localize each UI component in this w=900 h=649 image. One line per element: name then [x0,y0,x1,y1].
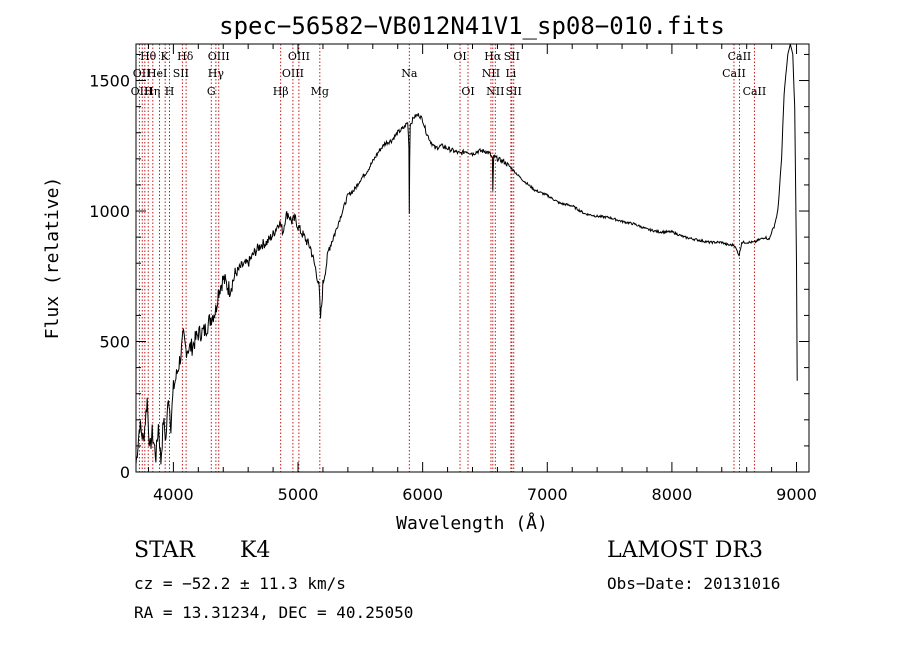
redshift-velocity: cz = −52.2 ± 11.3 km/s [134,574,346,593]
spectral-subclass: K4 [240,538,271,563]
line-label-3-9: CaII [743,85,767,98]
line-label-1-5: OI [453,50,466,63]
line-label-1-8: CaII [728,50,752,63]
line-label-1-1: K [161,50,170,63]
line-label-2-7: Li [505,67,516,80]
line-label-2-1: HeI [147,67,167,80]
line-label-3-4: Hβ [273,85,289,98]
x-tick-label-5: 9000 [776,485,817,504]
line-label-3-5: Mg [311,85,329,98]
x-tick-label-3: 7000 [527,485,568,504]
line-label-1-3: OIII [208,50,230,63]
y-tick-label-1: 500 [99,333,130,352]
line-label-3-1: Hη [144,85,160,98]
line-label-2-5: Na [401,67,418,80]
line-label-3-6: OI [461,85,474,98]
x-tick-label-4: 8000 [652,485,693,504]
observation-date: Obs−Date: 20131016 [607,574,781,593]
x-tick-label-1: 5000 [278,485,319,504]
line-label-2-4: OIII [282,67,304,80]
x-tick-label-2: 6000 [402,485,443,504]
line-label-2-2: SII [173,67,189,80]
line-label-1-7: SII [504,50,520,63]
plot-frame [135,43,810,473]
chart-title: spec−56582−VB012N41V1_sp08−010.fits [219,12,725,40]
line-label-2-3: Hγ [208,67,225,80]
series-layer [135,43,798,465]
line-label-3-3: G [207,85,216,98]
line-label-1-4: OIII [288,50,310,63]
axis-ticks [136,44,809,473]
x-axis-label: Wavelength (Å) [396,512,548,534]
axis-tick-labels: 4000 5000 6000 7000 8000 9000 0 500 1000 1500 [89,72,817,504]
line-label-2-8: CaII [722,67,746,80]
line-label-1-6: Hα [484,50,502,63]
line-label-3-2: H [165,85,175,98]
y-axis-label: Flux (relative) [42,177,63,340]
y-tick-label-3: 1500 [89,72,130,91]
line-label-2-6: NII [482,67,500,80]
line-label-3-7: NII [486,85,504,98]
emission-line-markers [138,44,755,472]
spectrum-line-0 [135,43,798,465]
line-label-3-8: SII [506,85,522,98]
line-label-1-2: Hδ [177,50,194,63]
x-tick-label-0: 4000 [153,485,194,504]
survey-name: LAMOST DR3 [607,538,763,563]
y-tick-label-2: 1000 [89,202,130,221]
line-label-2-0: OII [133,67,151,80]
y-tick-label-0: 0 [120,463,130,482]
line-label-1-0: Hθ [140,50,157,63]
object-type: STAR [134,538,195,563]
coordinates: RA = 13.31234, DEC = 40.25050 [134,603,414,622]
